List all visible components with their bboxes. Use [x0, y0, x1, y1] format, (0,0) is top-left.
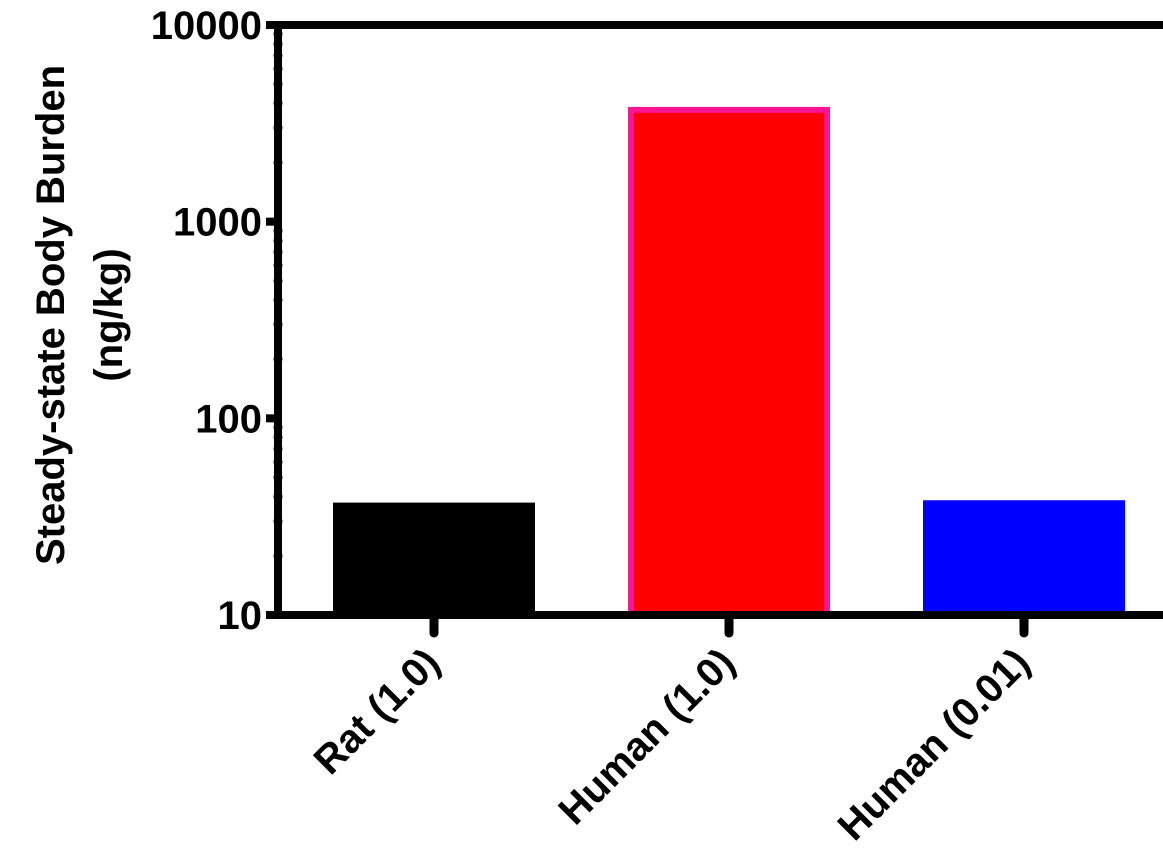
bar-2 [923, 500, 1125, 618]
y-minor-tick [273, 319, 283, 329]
x-tick-label: Human (1.0) [550, 640, 743, 833]
y-minor-tick [273, 551, 283, 561]
y-minor-tick [273, 354, 283, 364]
y-minor-tick [273, 444, 283, 454]
y-axis-title-line-2: (ng/kg) [87, 248, 131, 381]
bars [333, 106, 1125, 619]
y-axis: 10 100 1000 10000 [151, 4, 283, 638]
y-minor-tick [273, 492, 283, 502]
y-minor-tick [273, 247, 283, 257]
y-minor-tick [273, 157, 283, 167]
y-axis-title-line-1: Steady-state Body Burden [29, 65, 73, 565]
y-minor-tick [273, 432, 283, 442]
bar-1 [628, 106, 830, 619]
bar-0 [333, 502, 535, 618]
y-minor-tick [273, 64, 283, 74]
y-minor-tick [273, 29, 283, 39]
x-tick-label: Rat (1.0) [306, 640, 449, 783]
x-tick-label: Human (0.01) [830, 640, 1039, 849]
y-minor-tick [273, 516, 283, 526]
y-minor-tick [273, 226, 283, 236]
y-minor-tick [273, 422, 283, 432]
y-minor-tick [273, 473, 283, 483]
y-axis-title: Steady-state Body Burden (ng/kg) [29, 65, 131, 565]
y-minor-tick [273, 260, 283, 270]
y-tick-label: 10 [218, 594, 263, 638]
y-minor-tick [273, 79, 283, 89]
y-minor-tick [273, 236, 283, 246]
y-tick-label: 10000 [151, 4, 262, 48]
y-minor-tick [273, 98, 283, 108]
y-minor-tick [273, 457, 283, 467]
y-minor-tick [273, 276, 283, 286]
y-tick-label: 1000 [173, 201, 262, 245]
y-minor-tick [273, 39, 283, 49]
y-tick-label: 100 [195, 397, 262, 441]
y-minor-tick [273, 295, 283, 305]
y-minor-tick [273, 123, 283, 133]
y-minor-tick [273, 50, 283, 60]
